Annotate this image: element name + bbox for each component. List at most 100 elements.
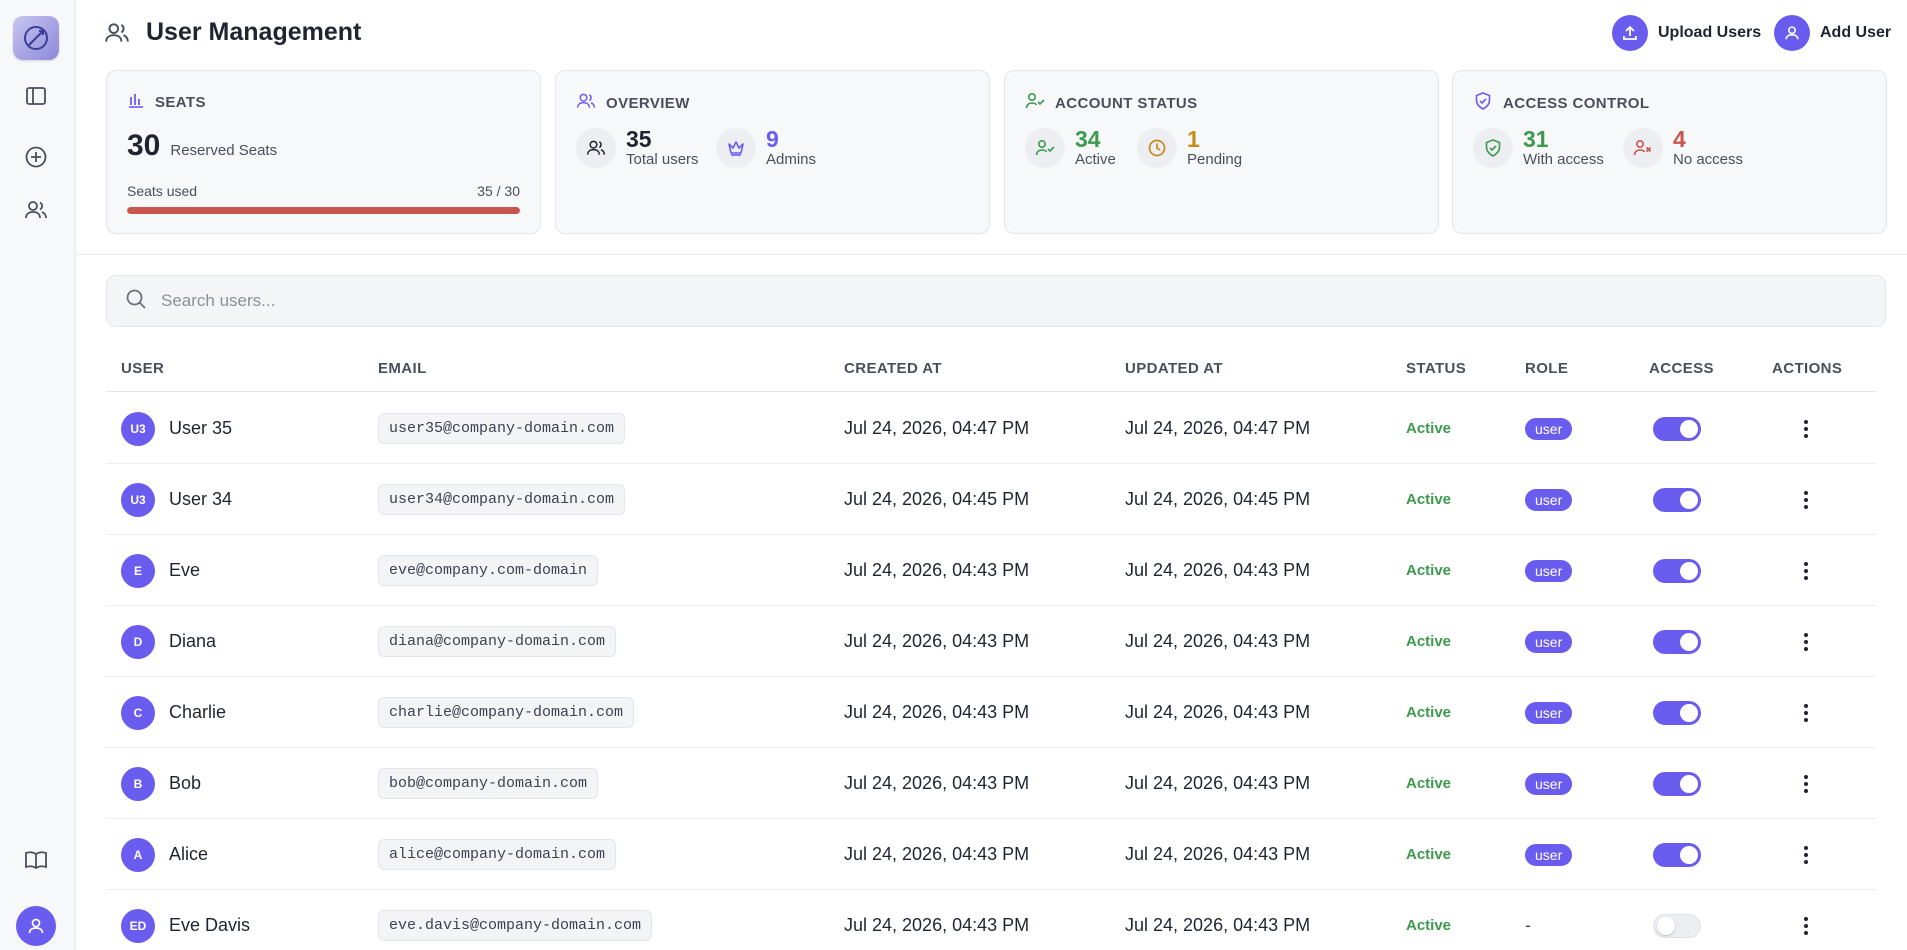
role-cell: user xyxy=(1525,393,1573,464)
access-toggle[interactable] xyxy=(1653,913,1701,938)
with-access-stat: 31 With access xyxy=(1473,127,1604,169)
column-header-actions[interactable]: ACTIONS xyxy=(1772,360,1843,377)
docs-book-icon[interactable] xyxy=(22,846,50,874)
shield-check-icon xyxy=(1473,128,1513,168)
role-badge: user xyxy=(1525,701,1573,724)
users-icon xyxy=(104,20,130,51)
user-name[interactable]: Charlie xyxy=(169,702,227,722)
user-cell: A Alice xyxy=(121,819,208,890)
user-name[interactable]: User 35 xyxy=(169,418,233,438)
access-toggle[interactable] xyxy=(1653,558,1701,583)
user-name[interactable]: User 34 xyxy=(169,489,233,509)
table-row[interactable]: A Alice alice@company-domain.com Jul 24,… xyxy=(106,819,1876,890)
user-name[interactable]: Alice xyxy=(169,844,209,864)
table-row[interactable]: ED Eve Davis eve.davis@company-domain.co… xyxy=(106,890,1876,950)
user-email: alice@company-domain.com xyxy=(378,839,617,870)
status-cell: Active xyxy=(1406,677,1451,748)
user-check-icon xyxy=(1025,91,1045,115)
user-name[interactable]: Bob xyxy=(169,773,202,793)
user-email: charlie@company-domain.com xyxy=(378,697,635,728)
column-header-user[interactable]: USER xyxy=(121,360,165,377)
user-cell: ED Eve Davis xyxy=(121,890,250,950)
more-actions-icon[interactable] xyxy=(1796,772,1816,796)
seats-used-value: 35 / 30 xyxy=(477,183,520,199)
toggle-knob xyxy=(1680,490,1698,509)
table-row[interactable]: D Diana diana@company-domain.com Jul 24,… xyxy=(106,606,1876,677)
table-row[interactable]: C Charlie charlie@company-domain.com Jul… xyxy=(106,677,1876,748)
account-status-title: ACCOUNT STATUS xyxy=(1055,94,1198,112)
email-cell: charlie@company-domain.com xyxy=(378,677,635,748)
search-box xyxy=(106,275,1886,327)
table-row[interactable]: U3 User 34 user34@company-domain.com Jul… xyxy=(106,464,1876,535)
active-label: Active xyxy=(1075,151,1116,168)
column-header-created-at[interactable]: CREATED AT xyxy=(844,360,942,377)
updated-cell: Jul 24, 2026, 04:47 PM xyxy=(1125,393,1310,464)
access-toggle[interactable] xyxy=(1653,416,1701,441)
column-header-email[interactable]: EMAIL xyxy=(378,360,427,377)
user-x-icon xyxy=(1623,128,1663,168)
access-toggle[interactable] xyxy=(1653,487,1701,512)
more-actions-icon[interactable] xyxy=(1796,630,1816,654)
with-access-value: 31 xyxy=(1523,126,1549,152)
updated-at: Jul 24, 2026, 04:43 PM xyxy=(1125,915,1311,935)
user-name[interactable]: Eve xyxy=(169,560,201,580)
role-cell: user xyxy=(1525,677,1573,748)
user-email: eve@company.com-domain xyxy=(378,555,599,586)
table-row[interactable]: U3 User 35 user35@company-domain.com Jul… xyxy=(106,393,1876,464)
updated-cell: Jul 24, 2026, 04:43 PM xyxy=(1125,819,1310,890)
more-actions-icon[interactable] xyxy=(1796,701,1816,725)
column-header-status[interactable]: STATUS xyxy=(1406,360,1467,377)
user-name[interactable]: Eve Davis xyxy=(169,915,251,935)
table-row[interactable]: B Bob bob@company-domain.com Jul 24, 202… xyxy=(106,748,1876,819)
access-toggle[interactable] xyxy=(1653,700,1701,725)
seats-card: SEATS 30 Reserved Seats Seats used 35 / … xyxy=(106,70,541,234)
user-cell: B Bob xyxy=(121,748,201,819)
status-badge: Active xyxy=(1406,704,1452,721)
toggle-knob xyxy=(1680,561,1698,580)
created-cell: Jul 24, 2026, 04:43 PM xyxy=(844,606,1029,677)
total-users-value: 35 xyxy=(626,126,652,152)
role-cell: user xyxy=(1525,819,1573,890)
more-actions-icon[interactable] xyxy=(1796,559,1816,583)
email-cell: diana@company-domain.com xyxy=(378,606,617,677)
more-actions-icon[interactable] xyxy=(1796,488,1816,512)
column-header-access[interactable]: ACCESS xyxy=(1649,360,1714,377)
account-status-card: ACCOUNT STATUS 34 Active 1 Pending xyxy=(1004,70,1439,234)
active-stat: 34 Active xyxy=(1025,127,1116,169)
more-actions-icon[interactable] xyxy=(1796,843,1816,867)
access-toggle[interactable] xyxy=(1653,842,1701,867)
app-logo-icon[interactable] xyxy=(13,16,59,60)
seats-used-label: Seats used xyxy=(127,183,198,199)
new-item-icon[interactable] xyxy=(22,143,50,171)
user-name[interactable]: Diana xyxy=(169,631,217,651)
access-toggle[interactable] xyxy=(1653,771,1701,796)
user-avatar-icon[interactable] xyxy=(16,906,56,946)
column-header-updated-at[interactable]: UPDATED AT xyxy=(1125,360,1223,377)
role-badge: user xyxy=(1525,772,1573,795)
access-cell xyxy=(1653,464,1701,535)
email-cell: user34@company-domain.com xyxy=(378,464,626,535)
upload-users-button[interactable]: Upload Users xyxy=(1612,15,1761,51)
add-user-button[interactable]: Add User xyxy=(1774,15,1891,51)
access-toggle[interactable] xyxy=(1653,629,1701,654)
user-email: bob@company-domain.com xyxy=(378,768,599,799)
role-cell: - xyxy=(1525,890,1531,950)
page-title: User Management xyxy=(146,18,362,46)
users-nav-icon[interactable] xyxy=(22,196,50,224)
seats-progress-bar xyxy=(127,207,520,214)
more-actions-icon[interactable] xyxy=(1796,914,1816,938)
sidebar-toggle-icon[interactable] xyxy=(22,82,50,110)
toggle-knob xyxy=(1680,632,1698,651)
email-cell: eve@company.com-domain xyxy=(378,535,599,606)
more-actions-icon[interactable] xyxy=(1796,417,1816,441)
email-cell: user35@company-domain.com xyxy=(378,393,626,464)
upload-users-label: Upload Users xyxy=(1658,24,1762,41)
role-cell: user xyxy=(1525,535,1573,606)
actions-cell xyxy=(1796,393,1816,464)
column-header-role[interactable]: ROLE xyxy=(1525,360,1569,377)
admins-stat: 9 Admins xyxy=(716,127,816,169)
role-badge: user xyxy=(1525,843,1573,866)
seats-card-header: SEATS xyxy=(127,91,206,113)
search-input[interactable] xyxy=(161,291,1761,311)
table-row[interactable]: E Eve eve@company.com-domain Jul 24, 202… xyxy=(106,535,1876,606)
